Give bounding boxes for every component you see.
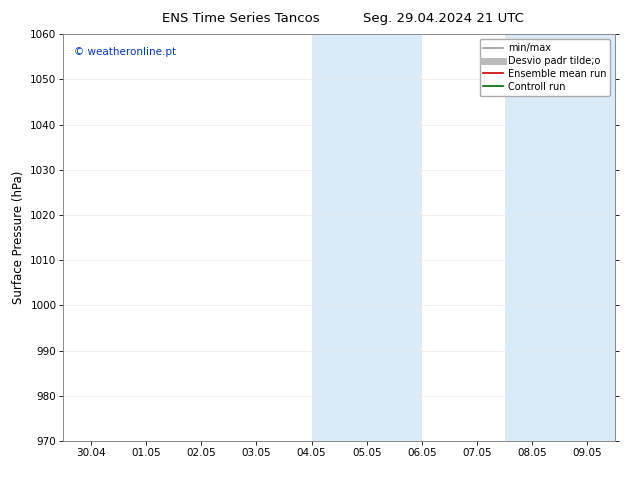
Legend: min/max, Desvio padr tilde;o, Ensemble mean run, Controll run: min/max, Desvio padr tilde;o, Ensemble m…	[479, 39, 610, 96]
Bar	[505, 34, 615, 441]
Y-axis label: Surface Pressure (hPa): Surface Pressure (hPa)	[11, 171, 25, 304]
Text: ENS Time Series Tancos: ENS Time Series Tancos	[162, 12, 320, 25]
Text: Seg. 29.04.2024 21 UTC: Seg. 29.04.2024 21 UTC	[363, 12, 524, 25]
Bar	[312, 34, 422, 441]
Text: © weatheronline.pt: © weatheronline.pt	[74, 47, 176, 56]
